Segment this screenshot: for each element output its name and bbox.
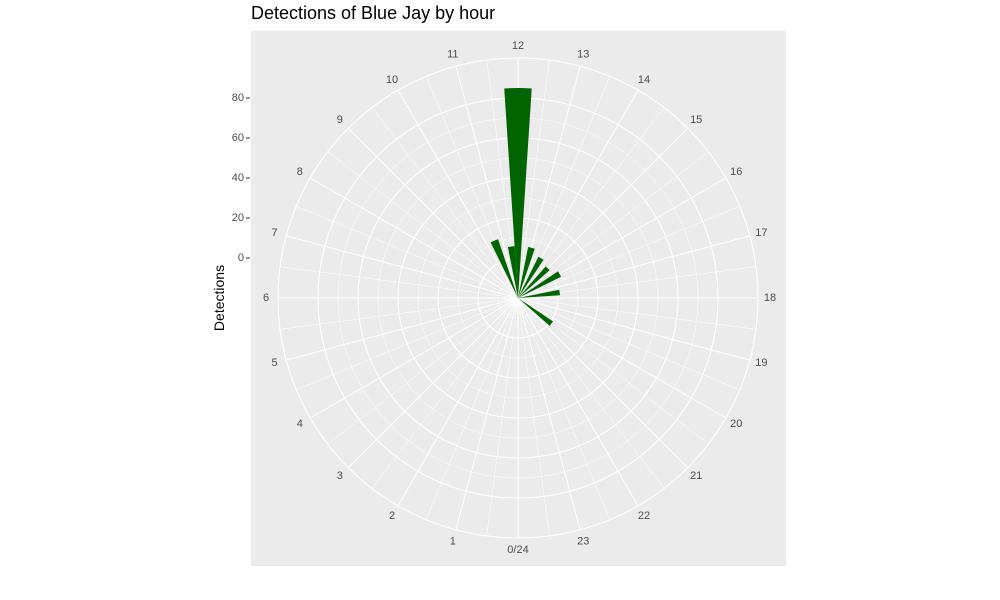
radial-grid-line [517, 60, 550, 299]
radial-grid-line [371, 107, 519, 299]
hour-label: 18 [764, 292, 776, 304]
y-axis: 0 20 40 60 80 [232, 92, 250, 264]
y-tick-label: 20 [232, 212, 244, 224]
hour-label: 0/24 [507, 544, 528, 556]
hour-label: 9 [337, 114, 343, 126]
radial-grid-line [280, 266, 519, 299]
bar-hour-10.5 [490, 239, 518, 298]
bar-hour-15 [518, 266, 550, 298]
hour-label: 6 [263, 292, 269, 304]
bar-hour-12 [504, 87, 532, 298]
radial-grid-line [517, 297, 611, 520]
radial-grid-line [517, 297, 750, 361]
bar-hour-17.5 [518, 289, 560, 298]
radial-grid-line [309, 177, 519, 299]
radial-grid-line [517, 107, 665, 299]
radial-grid-line [397, 89, 519, 299]
bar-hour-11.5 [507, 246, 518, 298]
radial-grid-line [517, 205, 740, 299]
y-tick-label: 40 [232, 172, 244, 184]
radial-grid-line [517, 235, 750, 299]
hour-label: 23 [577, 535, 589, 547]
bar-hour-14 [518, 256, 544, 298]
hour-label: 19 [755, 357, 767, 369]
radial-grid-line [517, 297, 581, 530]
hour-labels: 0/24123456789101112131415161718192021222… [263, 40, 776, 556]
radial-grid-line [486, 297, 519, 536]
hour-label: 7 [272, 227, 278, 239]
hour-label: 8 [297, 166, 303, 178]
radial-grid-line [517, 76, 611, 299]
radial-grid-line [425, 297, 519, 520]
radial-grid-line [517, 297, 727, 419]
hour-label: 15 [690, 114, 702, 126]
radial-grid-line [517, 297, 756, 330]
radial-grid-line [286, 297, 519, 361]
hour-label: 21 [690, 470, 702, 482]
radial-grid-line [280, 297, 519, 330]
hour-label: 12 [512, 40, 524, 52]
radial-grid-line [347, 127, 519, 299]
hour-label: 11 [447, 49, 458, 61]
y-tick-label: 0 [238, 252, 244, 264]
radial-grid-line [296, 205, 519, 299]
radial-grid-line [327, 151, 519, 299]
radial-grid-line [327, 297, 519, 445]
radial-grid-line [347, 297, 519, 469]
bar-hour-13 [518, 246, 535, 298]
hour-label: 4 [297, 418, 303, 430]
y-tick-label: 60 [232, 132, 244, 144]
radial-grid-line [517, 297, 740, 391]
hour-label: 16 [730, 166, 742, 178]
bars [490, 87, 562, 326]
hour-label: 17 [755, 227, 767, 239]
y-axis-title: Detections [211, 265, 227, 331]
radial-grid-line [517, 151, 709, 299]
chart-title: Detections of Blue Jay by hour [251, 3, 496, 23]
hour-label: 14 [638, 74, 650, 86]
radial-grid-line [371, 297, 519, 489]
hour-label: 3 [337, 470, 343, 482]
radial-grid-line [517, 297, 665, 489]
radial-grid-line [455, 297, 519, 530]
radial-grid-line [517, 297, 689, 469]
radial-grid-line [309, 297, 519, 419]
bar-hour-16 [518, 271, 562, 298]
radial-grid-line [296, 297, 519, 391]
y-tick-label: 80 [232, 92, 244, 104]
radial-grid-line [517, 297, 550, 536]
radial-grid-line [455, 66, 519, 299]
bar-hour-20.5 [518, 298, 553, 326]
hour-label: 22 [638, 510, 650, 522]
radial-grid-line [286, 235, 519, 299]
hour-label: 2 [389, 510, 395, 522]
hour-label: 10 [386, 74, 398, 86]
radial-grid-line [397, 297, 519, 507]
hour-label: 1 [450, 535, 456, 547]
hour-label: 13 [577, 49, 589, 61]
hour-label: 20 [730, 418, 742, 430]
radial-grid-line [517, 297, 639, 507]
hour-label: 5 [272, 357, 278, 369]
